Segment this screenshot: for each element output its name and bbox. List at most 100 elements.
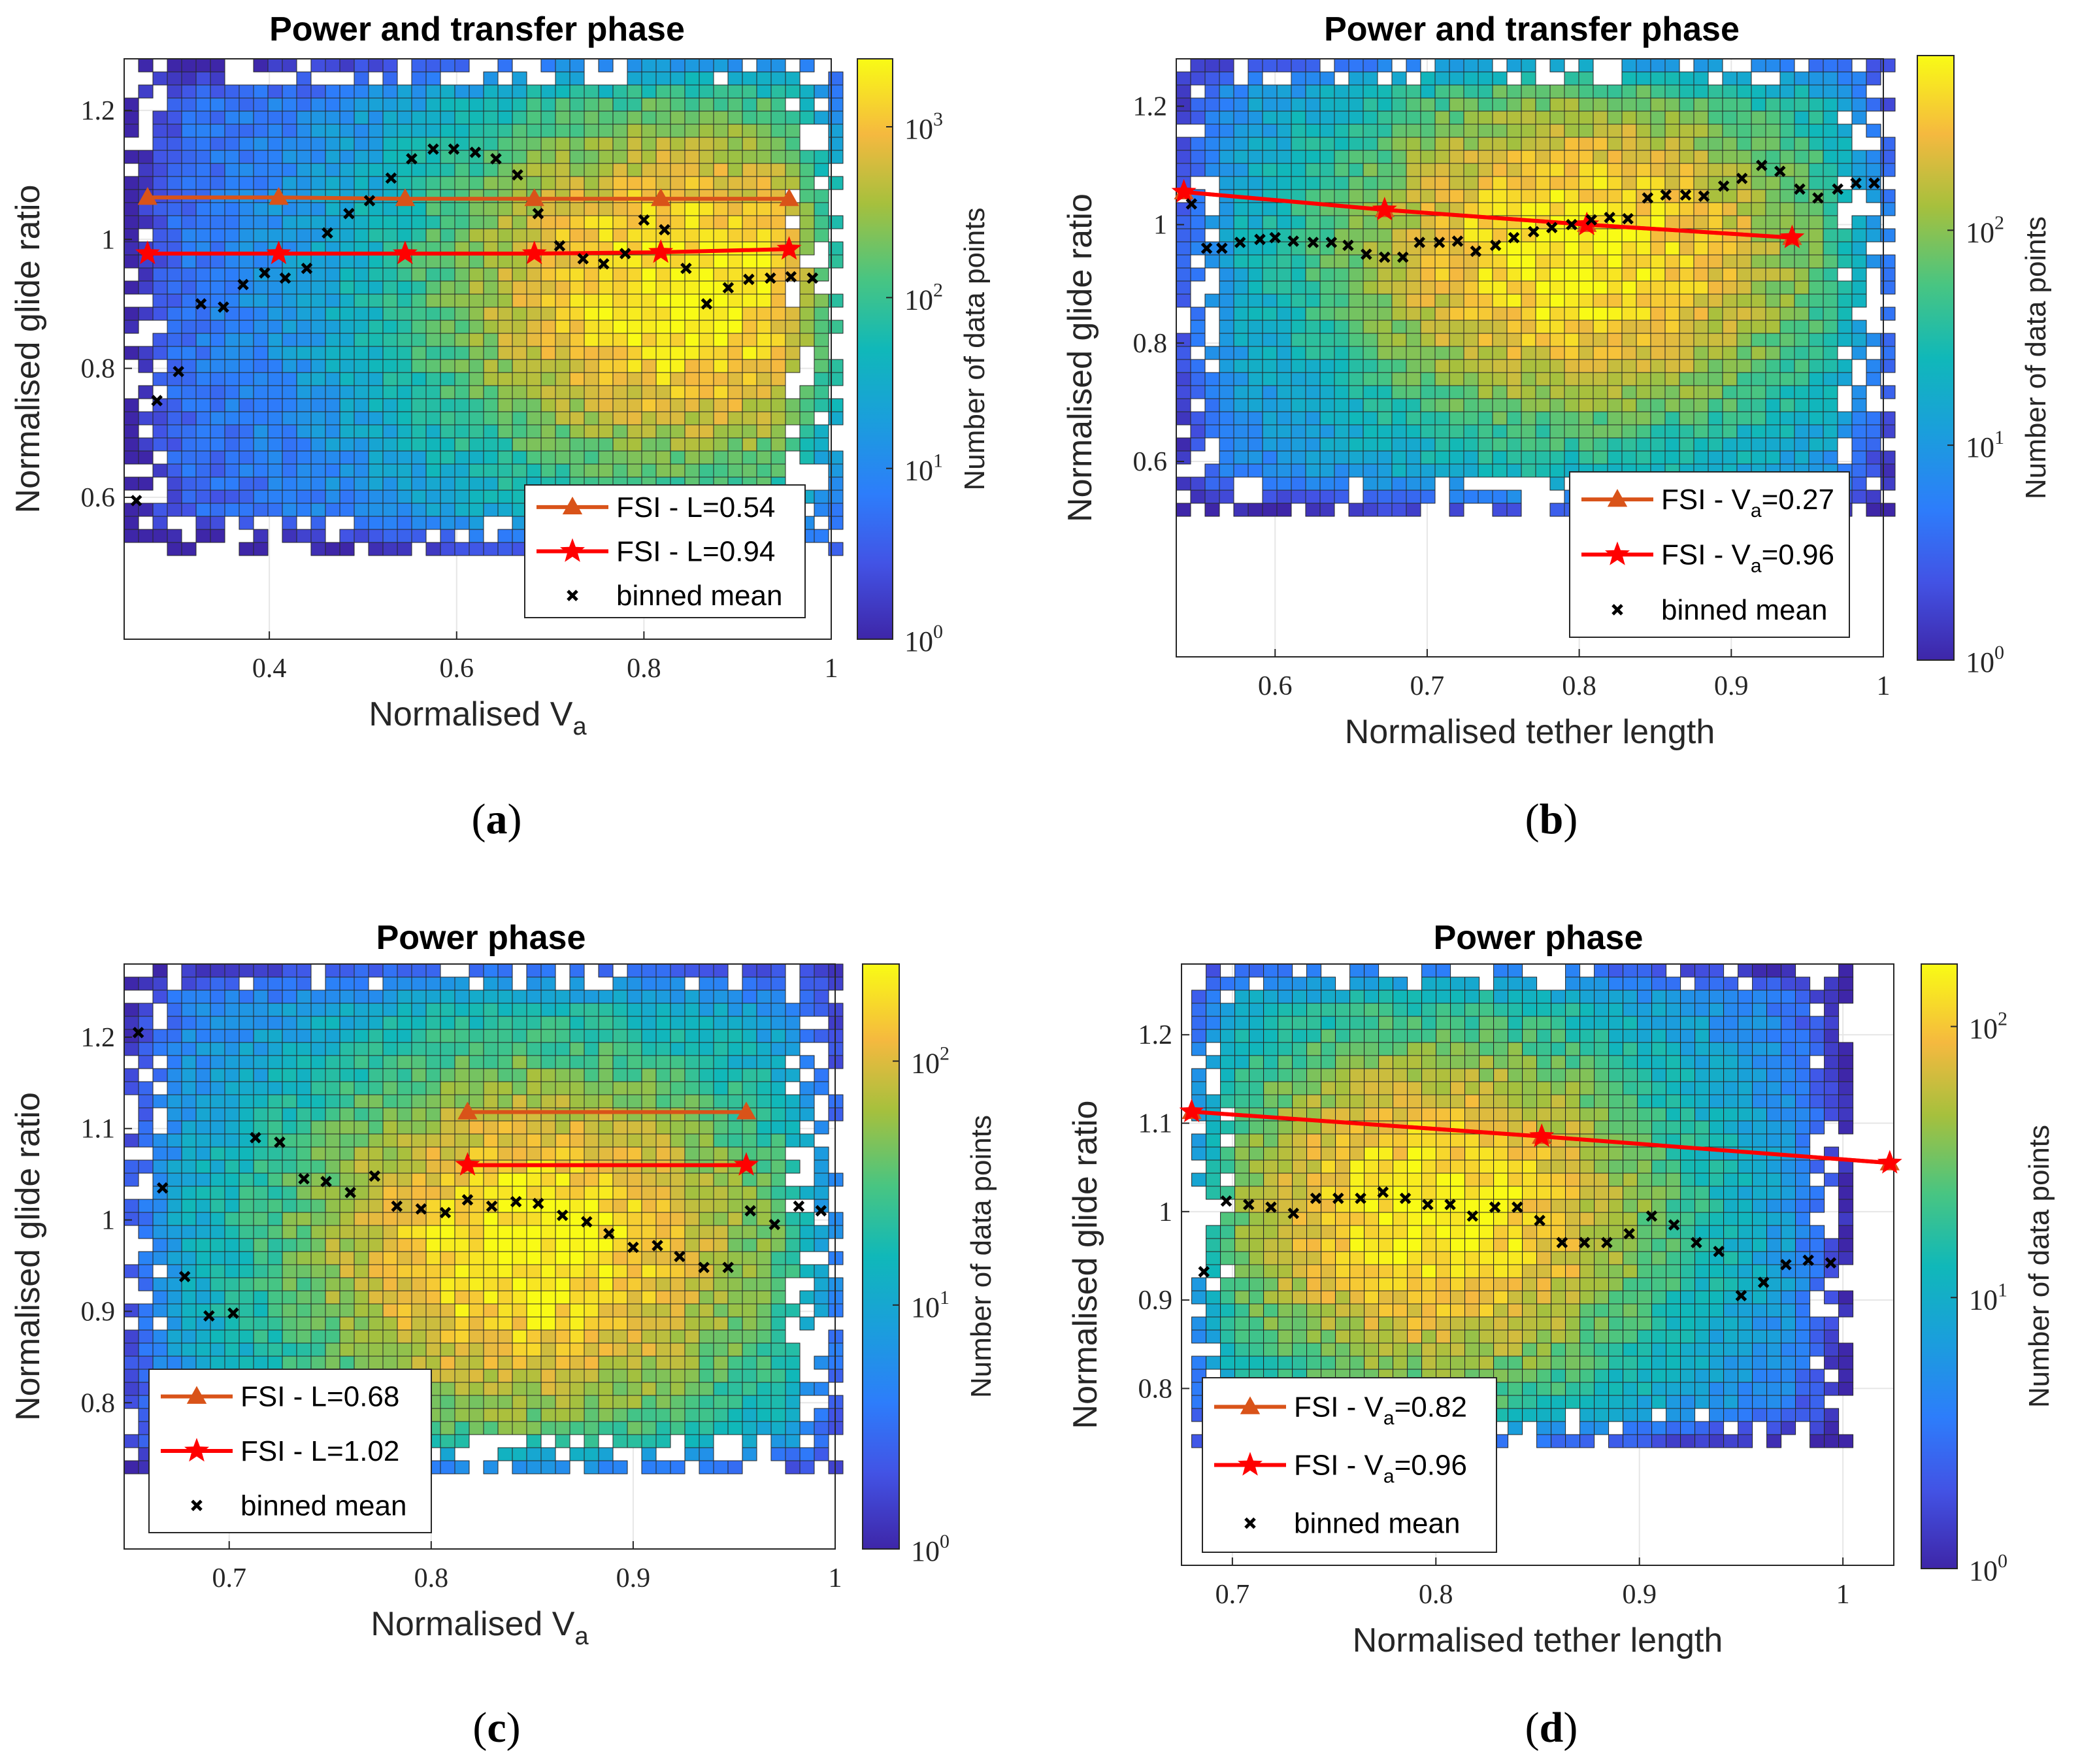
heatmap-cell [152, 1029, 168, 1043]
heatmap-cell [339, 1055, 355, 1069]
heatmap-cell [354, 1029, 369, 1043]
heatmap-cell [382, 202, 398, 216]
heatmap-cell [1434, 110, 1450, 125]
heatmap-cell [425, 1120, 441, 1135]
heatmap-cell [1291, 58, 1306, 73]
heatmap-cell [1693, 320, 1709, 334]
heatmap-cell [584, 385, 599, 399]
heatmap-cell [1391, 346, 1407, 360]
heatmap-cell [770, 1356, 786, 1370]
heatmap-cell [1478, 359, 1493, 373]
heatmap-cell [1492, 293, 1508, 308]
heatmap-cell [713, 1173, 729, 1187]
heatmap-cell [655, 1146, 671, 1161]
heatmap-cell [440, 1238, 455, 1252]
heatmap-cell [799, 241, 815, 256]
heatmap-cell [612, 450, 628, 465]
heatmap-cell [1248, 58, 1263, 73]
heatmap-cell [239, 963, 254, 978]
heatmap-cell [742, 359, 757, 373]
heatmap-cell [627, 1107, 642, 1122]
heatmap-cell [1291, 150, 1306, 164]
binned-mean-marker [490, 153, 502, 165]
heatmap-cell [727, 1303, 743, 1318]
heatmap-cell [1621, 333, 1637, 347]
heatmap-cell [1866, 97, 1881, 112]
binned-mean-marker [1254, 233, 1266, 246]
heatmap-cell [1621, 346, 1637, 360]
heatmap-cell [756, 228, 772, 242]
heatmap-cell [540, 1173, 556, 1187]
heatmap-cell [411, 110, 427, 125]
heatmap-cell [655, 176, 671, 190]
heatmap-cell [555, 424, 570, 439]
heatmap-cell [814, 1068, 829, 1082]
heatmap-cell [253, 1225, 269, 1239]
heatmap-cell [497, 1290, 513, 1305]
heatmap-cell [1377, 411, 1393, 425]
heatmap-cell [540, 137, 556, 151]
heatmap-cell [469, 1199, 484, 1213]
heatmap-cell [1521, 424, 1536, 439]
binned-mean-marker [1185, 198, 1198, 210]
heatmap-cell [339, 267, 355, 282]
heatmap-cell [540, 1042, 556, 1056]
heatmap-cell [1794, 150, 1809, 164]
heatmap-cell [1521, 450, 1536, 465]
heatmap-cell [167, 1120, 182, 1135]
heatmap-cell [828, 215, 844, 229]
heatmap-cell [354, 1212, 369, 1226]
heatmap-cell [195, 97, 211, 112]
heatmap-cell [1176, 254, 1191, 269]
heatmap-cell [540, 1342, 556, 1357]
heatmap-cell [497, 58, 513, 73]
heatmap-cell [310, 503, 326, 517]
heatmap-cell [1823, 150, 1838, 164]
heatmap-cell [1736, 254, 1752, 269]
heatmap-cell [1549, 84, 1565, 99]
heatmap-cell [239, 150, 254, 164]
heatmap-cell [296, 1199, 312, 1213]
binned-mean-marker [1379, 251, 1391, 263]
heatmap-cell [713, 1356, 729, 1370]
heatmap-cell [267, 1016, 283, 1030]
heatmap-cell [195, 228, 211, 242]
heatmap-cell [1434, 293, 1450, 308]
heatmap-cell [799, 97, 815, 112]
heatmap-cell [756, 411, 772, 425]
heatmap-cell [181, 1016, 197, 1030]
heatmap-cell [742, 1133, 757, 1148]
heatmap-cell [195, 963, 211, 978]
heatmap-cell [282, 359, 297, 373]
heatmap-cell [727, 1042, 743, 1056]
heatmap-cell [1823, 71, 1838, 86]
heatmap-cell [770, 1238, 786, 1252]
heatmap-cell [1621, 424, 1637, 439]
heatmap-cell [195, 1107, 211, 1122]
heatmap-cell [1492, 97, 1508, 112]
heatmap-cell [1449, 411, 1464, 425]
heatmap-cell [555, 1251, 570, 1265]
heatmap-cell [1521, 346, 1536, 360]
heatmap-cell [368, 137, 384, 151]
heatmap-cell [727, 424, 743, 439]
heatmap-cell [1248, 254, 1263, 269]
heatmap-cell [655, 1081, 671, 1095]
heatmap-cell [1506, 346, 1522, 360]
heatmap-cell [354, 437, 369, 452]
heatmap-cell [282, 293, 297, 308]
heatmap-cell [310, 1264, 326, 1278]
heatmap-cell [1334, 476, 1349, 491]
heatmap-cell [1880, 58, 1896, 73]
heatmap-cell [828, 150, 844, 164]
heatmap-cell [497, 1120, 513, 1135]
heatmap-cell [1679, 346, 1694, 360]
heatmap-cell [1305, 490, 1321, 504]
heatmap-cell [655, 372, 671, 386]
heatmap-cell [1406, 254, 1421, 269]
heatmap-cell [612, 1356, 628, 1370]
heatmap-cell [282, 176, 297, 190]
heatmap-cell [699, 385, 714, 399]
heatmap-cell [253, 976, 269, 991]
heatmap-cell [138, 346, 154, 360]
